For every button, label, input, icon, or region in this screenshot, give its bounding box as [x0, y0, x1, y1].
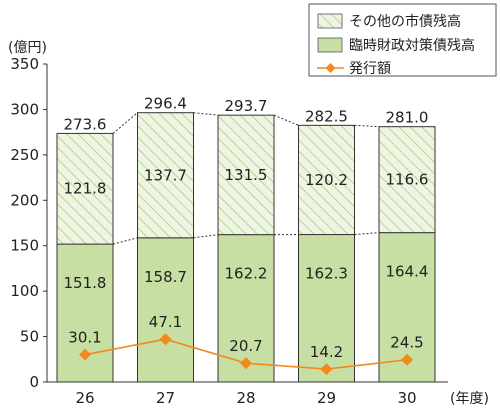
total-connector [193, 112, 219, 116]
rinji-zaisei-label: 151.8 [64, 274, 107, 292]
x-tick-label: 30 [397, 389, 416, 407]
bar-rinji-zaisei [298, 234, 355, 383]
x-tick-label: 27 [156, 389, 175, 407]
bar-rinji-zaisei [137, 237, 194, 383]
issuance-label: 24.5 [390, 334, 423, 352]
total-label: 273.6 [64, 115, 107, 133]
bar-rinji-zaisei [56, 243, 114, 383]
y-tick-label: 50 [20, 328, 39, 346]
x-tick-label: 29 [317, 389, 336, 407]
bar-other-bonds [298, 124, 355, 236]
other-bonds-label: 131.5 [225, 166, 268, 184]
issuance-line [79, 333, 413, 376]
issuance-point [240, 357, 252, 370]
y-tick-label: 0 [29, 373, 39, 391]
other-bonds-label: 121.8 [64, 180, 107, 198]
legend-swatch-other-bonds [317, 13, 343, 29]
bar-connectors [112, 112, 380, 245]
legend-label: その他の市債残高 [349, 13, 461, 30]
total-connector [273, 114, 299, 126]
y-tick-label: 150 [10, 237, 39, 255]
other-bonds-label: 137.7 [144, 166, 187, 184]
other-bonds-label: 116.6 [386, 171, 429, 189]
issuance-label: 14.2 [310, 343, 343, 361]
total-label: 296.4 [144, 95, 187, 113]
data-labels: 273.6 121.8 151.8 296.4 137.7 158.7 293.7 131.5… [64, 95, 429, 361]
other-bonds-label: 120.2 [305, 171, 348, 189]
y-tick-label: 100 [10, 282, 39, 300]
legend-swatch-rinji-zaisei [317, 37, 343, 53]
total-label: 281.0 [386, 109, 429, 127]
total-label: 282.5 [305, 107, 348, 125]
issuance-label: 30.1 [68, 329, 101, 347]
bar-other-bonds [56, 132, 114, 245]
total-connector [354, 124, 380, 128]
legend-label: 発行額 [349, 61, 391, 77]
y-tick-label: 300 [10, 100, 39, 118]
issuance-point [401, 353, 413, 366]
issuance-label: 47.1 [149, 313, 182, 331]
segment-connector [193, 234, 219, 239]
segment-connector [112, 237, 138, 245]
x-axis-unit: (年度) [450, 391, 489, 407]
rinji-zaisei-label: 162.2 [225, 265, 268, 283]
y-axis-unit: (億円) [8, 40, 47, 56]
bar-other-bonds [137, 112, 194, 239]
x-tick-label: 28 [236, 389, 255, 407]
issuance-point [320, 363, 333, 376]
y-tick-label: 200 [10, 191, 39, 209]
issuance-point [159, 333, 172, 346]
bar-other-bonds [378, 126, 436, 234]
total-label: 293.7 [225, 97, 268, 115]
legend-swatch-marker [325, 63, 336, 73]
issuance-point [79, 348, 91, 361]
y-tick-label: 250 [10, 146, 39, 164]
bar-other-bonds [217, 114, 275, 236]
rinji-zaisei-label: 164.4 [386, 263, 429, 281]
issuance-label: 20.7 [229, 337, 262, 355]
rinji-zaisei-label: 158.7 [144, 268, 187, 286]
legend-label: 臨時財政対策債残高 [349, 37, 475, 54]
axes: 0 50 100 150 200 250 300 350(億円) 26 27 28 29 30 (年度) [8, 40, 489, 407]
x-tick-label: 26 [75, 389, 94, 407]
segment-connector [354, 232, 380, 236]
y-tick-label: 350 [10, 55, 39, 73]
rinji-zaisei-label: 162.3 [305, 265, 348, 283]
total-connector [112, 112, 138, 134]
